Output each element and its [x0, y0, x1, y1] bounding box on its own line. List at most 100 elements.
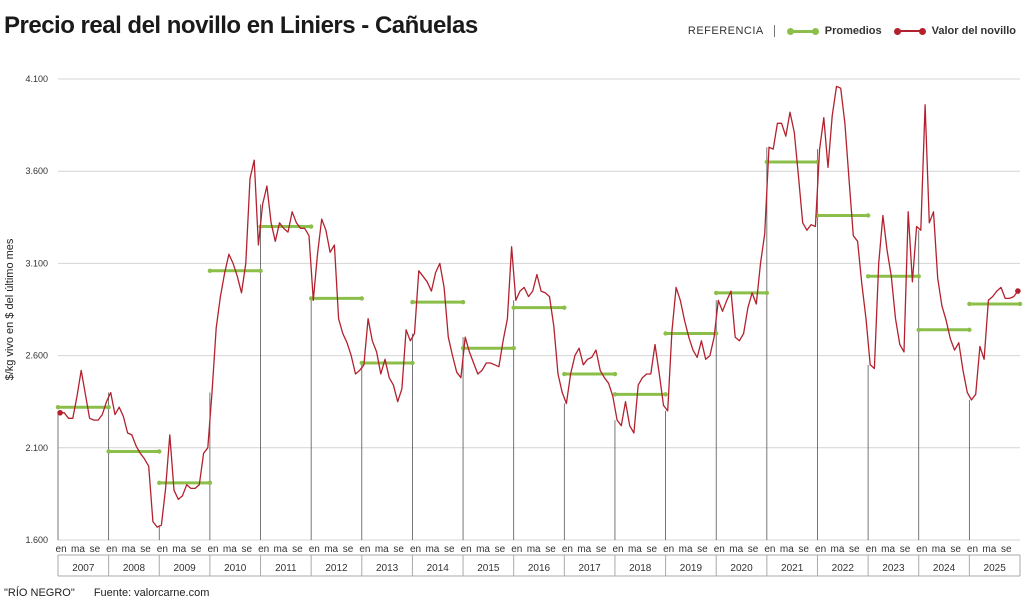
month-tick-label: ma: [223, 544, 237, 555]
legend-averages-line: [788, 30, 817, 33]
price-start-point: [57, 409, 63, 416]
month-tick-label: se: [647, 544, 658, 555]
year-tick-label: 2020: [730, 563, 753, 574]
average-point: [865, 274, 871, 279]
average-point: [410, 360, 415, 366]
month-tick-label: ma: [527, 544, 541, 555]
month-tick-label: ma: [729, 544, 743, 555]
month-tick-label: se: [545, 544, 556, 555]
month-tick-label: en: [815, 544, 826, 555]
average-point: [865, 213, 871, 218]
average-point: [410, 299, 415, 305]
legend-price-swatch: [893, 25, 926, 37]
year-tick-label: 2024: [933, 563, 956, 574]
month-tick-label: en: [714, 544, 725, 555]
month-tick-label: se: [140, 544, 151, 555]
month-tick-label: ma: [881, 544, 895, 555]
month-tick-label: ma: [425, 544, 439, 555]
month-tick-label: en: [866, 544, 877, 555]
average-point: [714, 290, 719, 296]
average-point: [1017, 301, 1023, 307]
month-tick-label: ma: [274, 544, 288, 555]
average-point: [562, 305, 567, 310]
month-tick-label: en: [258, 544, 269, 555]
average-point: [359, 360, 364, 366]
average-point: [967, 301, 972, 307]
average-point: [207, 268, 213, 273]
month-tick-label: en: [612, 544, 623, 555]
month-tick-label: en: [207, 544, 218, 555]
average-point: [157, 480, 162, 486]
legend-averages-dot-left: [786, 28, 794, 35]
month-tick-label: en: [106, 544, 117, 555]
year-tick-label: 2025: [984, 563, 1007, 574]
month-tick-label: se: [900, 544, 911, 555]
average-point: [157, 449, 162, 454]
month-tick-label: se: [950, 544, 961, 555]
month-tick-label: se: [1001, 544, 1012, 555]
average-point: [612, 371, 618, 377]
legend-price-dot-left: [893, 28, 901, 35]
year-tick-label: 2012: [325, 563, 348, 574]
month-tick-label: se: [596, 544, 607, 555]
month-tick-label: ma: [324, 544, 338, 555]
month-tick-label: en: [461, 544, 472, 555]
year-tick-label: 2007: [72, 563, 95, 574]
month-tick-label: se: [495, 544, 506, 555]
average-point: [359, 296, 364, 301]
average-point: [967, 327, 972, 332]
average-point: [106, 449, 111, 454]
year-tick-label: 2009: [173, 563, 196, 574]
month-tick-label: en: [359, 544, 370, 555]
y-tick-label: 1.600: [25, 535, 48, 545]
month-tick-label: se: [241, 544, 252, 555]
price-line: [60, 85, 1019, 528]
average-point: [916, 327, 921, 332]
month-tick-label: se: [444, 544, 455, 555]
average-point: [308, 224, 314, 229]
year-tick-label: 2017: [579, 563, 602, 574]
month-tick-label: se: [343, 544, 354, 555]
year-tick-label: 2023: [882, 563, 905, 574]
average-point: [207, 480, 213, 486]
year-tick-label: 2018: [629, 563, 652, 574]
year-tick-label: 2011: [275, 563, 297, 574]
month-tick-label: ma: [932, 544, 946, 555]
average-point: [308, 296, 314, 301]
average-point: [916, 274, 921, 279]
year-tick-label: 2022: [832, 563, 855, 574]
month-tick-label: se: [393, 544, 404, 555]
year-tick-label: 2019: [680, 563, 703, 574]
y-tick-label: 3.100: [25, 258, 48, 268]
month-tick-label: en: [157, 544, 168, 555]
month-tick-label: ma: [831, 544, 845, 555]
month-tick-label: ma: [172, 544, 186, 555]
average-point: [106, 405, 111, 410]
average-point: [663, 331, 668, 336]
legend-averages-dot-right: [811, 28, 819, 35]
y-tick-label: 2.100: [25, 443, 48, 453]
month-tick-label: ma: [982, 544, 996, 555]
average-point: [55, 405, 61, 410]
month-tick-label: ma: [679, 544, 693, 555]
average-point: [511, 346, 516, 351]
month-tick-label: se: [798, 544, 809, 555]
legend-reference-label: REFERENCIA: [688, 25, 775, 37]
y-axis-title: $/kg vivo en $ del último mes: [4, 238, 16, 380]
month-tick-label: ma: [577, 544, 591, 555]
footer-credit: "RÍO NEGRO": [4, 587, 75, 599]
month-tick-label: ma: [375, 544, 389, 555]
month-tick-label: en: [663, 544, 674, 555]
footer-source: Fuente: valorcarne.com: [93, 587, 210, 599]
average-point: [562, 371, 567, 377]
month-tick-label: en: [309, 544, 320, 555]
month-tick-label: se: [748, 544, 759, 555]
average-point: [612, 392, 618, 397]
month-tick-label: se: [849, 544, 860, 555]
month-tick-label: en: [916, 544, 927, 555]
legend-averages-swatch: [786, 25, 819, 37]
average-point: [764, 290, 770, 296]
year-tick-label: 2010: [224, 563, 247, 574]
y-tick-label: 2.600: [25, 351, 48, 361]
